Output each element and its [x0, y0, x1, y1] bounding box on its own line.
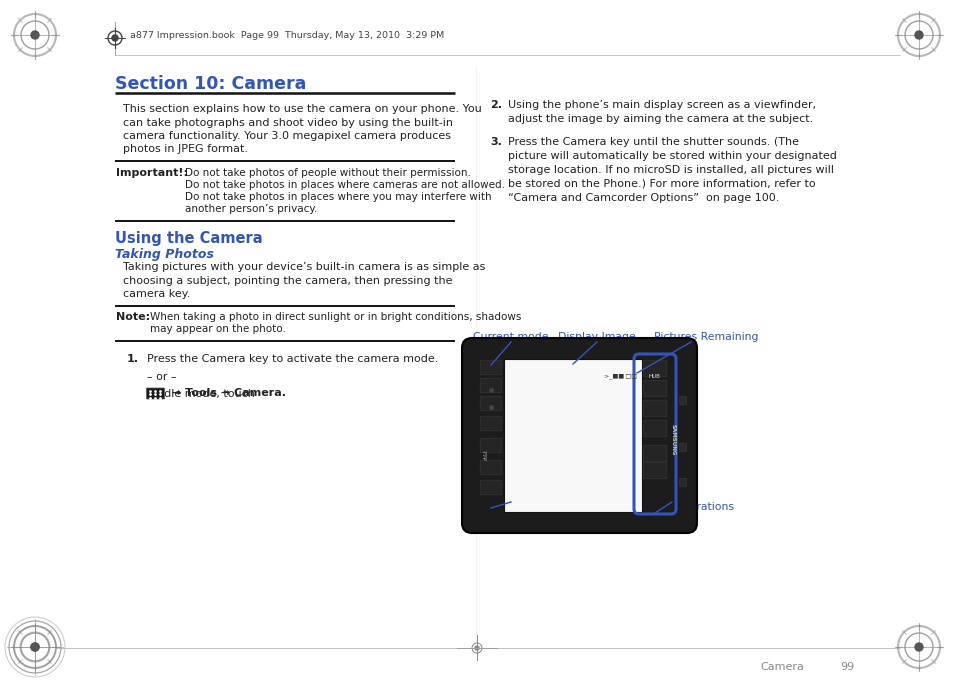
- Text: 2.: 2.: [490, 100, 501, 110]
- Text: may appear on the photo.: may appear on the photo.: [150, 323, 286, 333]
- Text: Section 10: Camera: Section 10: Camera: [115, 75, 306, 93]
- FancyBboxPatch shape: [503, 359, 641, 512]
- Text: picture will automatically be stored within your designated: picture will automatically be stored wit…: [507, 151, 836, 161]
- Text: choosing a subject, pointing the camera, then pressing the: choosing a subject, pointing the camera,…: [123, 276, 452, 286]
- FancyBboxPatch shape: [479, 416, 501, 431]
- Text: camera key.: camera key.: [123, 289, 191, 299]
- Circle shape: [30, 643, 39, 651]
- FancyBboxPatch shape: [479, 480, 501, 495]
- Text: at&t: at&t: [483, 449, 488, 460]
- FancyBboxPatch shape: [642, 445, 666, 462]
- Text: When taking a photo in direct sunlight or in bright conditions, shadows: When taking a photo in direct sunlight o…: [150, 312, 521, 321]
- FancyBboxPatch shape: [642, 360, 666, 376]
- Text: Note:: Note:: [116, 312, 150, 321]
- Text: >_​■■ □□: >_​■■ □□: [603, 373, 637, 379]
- FancyBboxPatch shape: [479, 439, 501, 453]
- Circle shape: [914, 31, 923, 39]
- Text: SAMSUNG: SAMSUNG: [670, 424, 675, 456]
- FancyBboxPatch shape: [479, 396, 501, 411]
- Text: Do not take photos in places where cameras are not allowed.: Do not take photos in places where camer…: [185, 180, 504, 190]
- Text: In Idle mode, touch: In Idle mode, touch: [147, 389, 258, 398]
- Text: → Tools → Camera.: → Tools → Camera.: [168, 389, 286, 398]
- Text: camera functionality. Your 3.0 megapixel camera produces: camera functionality. Your 3.0 megapixel…: [123, 131, 451, 141]
- FancyBboxPatch shape: [679, 396, 686, 404]
- Text: 99: 99: [840, 662, 853, 672]
- Text: Using the phone’s main display screen as a viewfinder,: Using the phone’s main display screen as…: [507, 100, 815, 110]
- Circle shape: [30, 643, 39, 651]
- Circle shape: [112, 35, 118, 41]
- Text: another person’s privacy.: another person’s privacy.: [185, 204, 317, 214]
- FancyBboxPatch shape: [642, 380, 666, 397]
- Text: Do not take photos in places where you may interfere with: Do not take photos in places where you m…: [185, 192, 491, 202]
- Text: 3.: 3.: [490, 137, 501, 147]
- Circle shape: [914, 643, 923, 651]
- Text: Taking Photos: Taking Photos: [115, 248, 213, 261]
- FancyBboxPatch shape: [679, 443, 686, 451]
- Text: Current Configurations: Current Configurations: [609, 502, 733, 512]
- Text: – or –: – or –: [147, 372, 176, 383]
- Text: Do not take photos of people without their permission.: Do not take photos of people without the…: [185, 168, 471, 178]
- FancyBboxPatch shape: [147, 388, 164, 399]
- Circle shape: [30, 31, 39, 39]
- Text: Press the Camera key to activate the camera mode.: Press the Camera key to activate the cam…: [147, 355, 438, 364]
- Text: Display Image: Display Image: [558, 332, 636, 342]
- Text: Current mode: Current mode: [473, 332, 548, 342]
- FancyBboxPatch shape: [642, 462, 666, 479]
- FancyBboxPatch shape: [679, 479, 686, 486]
- Text: Taking pictures with your device’s built-in camera is as simple as: Taking pictures with your device’s built…: [123, 262, 485, 272]
- Text: Using the Camera: Using the Camera: [115, 231, 262, 246]
- Text: photos in JPEG format.: photos in JPEG format.: [123, 145, 248, 155]
- Text: Important!:: Important!:: [116, 168, 188, 178]
- Text: adjust the image by aiming the camera at the subject.: adjust the image by aiming the camera at…: [507, 115, 812, 125]
- Text: HUB: HUB: [647, 374, 659, 379]
- FancyBboxPatch shape: [642, 420, 666, 436]
- Text: “Camera and Camcorder Options”  on page 100.: “Camera and Camcorder Options” on page 1…: [507, 193, 779, 203]
- Text: Pictures Remaining: Pictures Remaining: [653, 332, 758, 342]
- Text: Press the Camera key until the shutter sounds. (The: Press the Camera key until the shutter s…: [507, 137, 799, 147]
- FancyBboxPatch shape: [479, 460, 501, 475]
- Text: Settings: Settings: [488, 502, 533, 512]
- Text: storage location. If no microSD is installed, all pictures will: storage location. If no microSD is insta…: [507, 165, 833, 175]
- FancyBboxPatch shape: [642, 400, 666, 417]
- FancyBboxPatch shape: [479, 360, 501, 375]
- Text: a877 Impression.book  Page 99  Thursday, May 13, 2010  3:29 PM: a877 Impression.book Page 99 Thursday, M…: [130, 31, 444, 40]
- Text: 1.: 1.: [127, 355, 139, 364]
- FancyBboxPatch shape: [479, 379, 501, 393]
- Text: be stored on the Phone.) For more information, refer to: be stored on the Phone.) For more inform…: [507, 179, 815, 189]
- Text: This section explains how to use the camera on your phone. You: This section explains how to use the cam…: [123, 104, 481, 114]
- Text: Camera: Camera: [760, 662, 803, 672]
- Text: can take photographs and shoot video by using the built-in: can take photographs and shoot video by …: [123, 117, 453, 128]
- Circle shape: [475, 646, 478, 650]
- FancyBboxPatch shape: [461, 338, 697, 533]
